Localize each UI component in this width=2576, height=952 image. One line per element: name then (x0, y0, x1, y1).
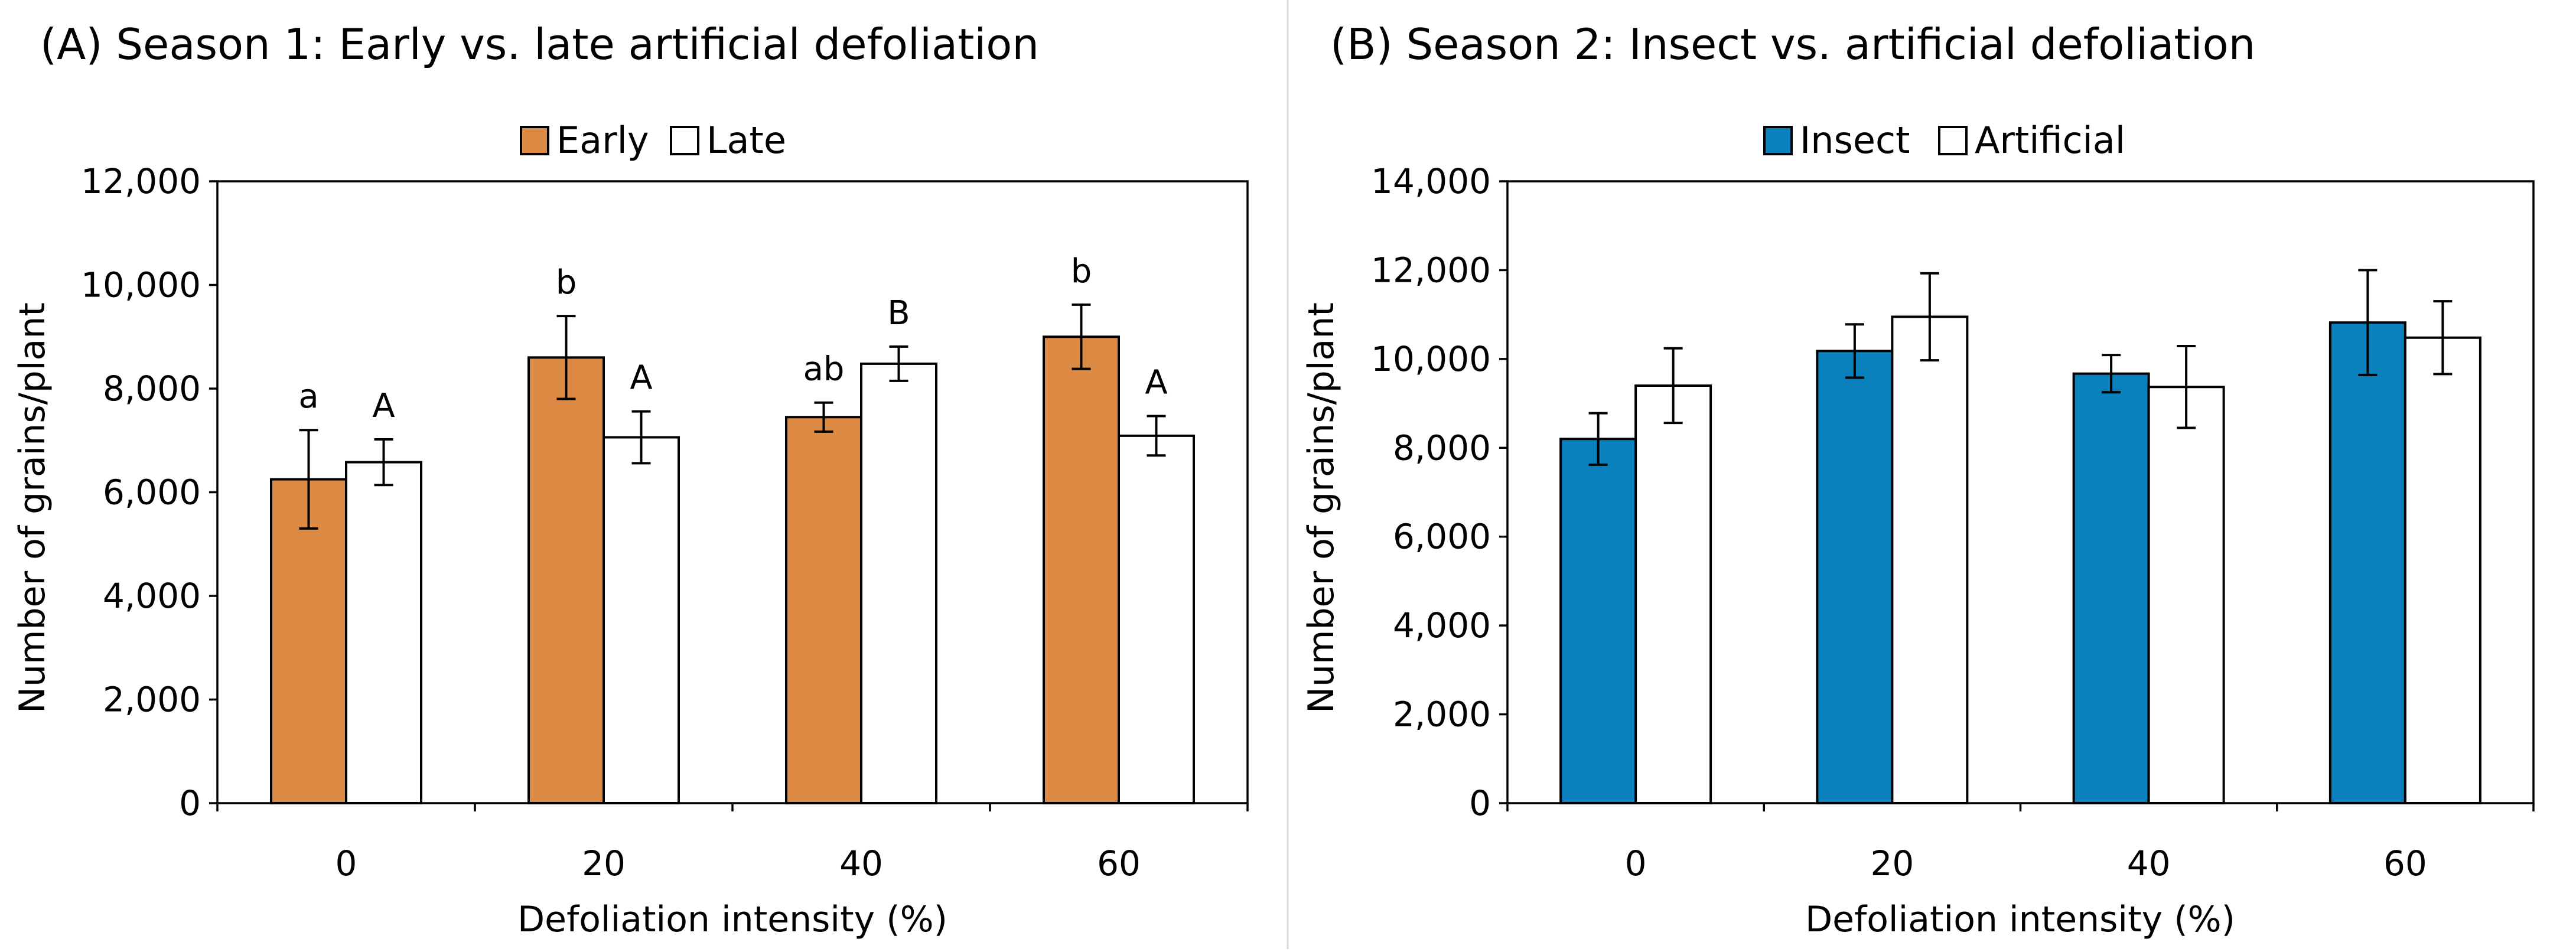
panel-b-ytick-label: 0 (1469, 783, 1491, 823)
panel-a-bar-late (860, 362, 937, 804)
panel-b-title: (B) Season 2: Insect vs. artificial defo… (1330, 19, 2255, 69)
panel-a-xtick-label: 40 (839, 843, 883, 883)
panel-a-bar-late (603, 436, 680, 804)
panel-a-title: (A) Season 1: Early vs. late artificial … (40, 19, 1039, 69)
legend-swatch-late (670, 126, 699, 155)
panel-a-significance-letter: A (1145, 364, 1167, 402)
panel-a-bar-late (345, 461, 422, 804)
panel-b-bar-artificial (2404, 336, 2481, 804)
panel-a-bar-early (270, 478, 347, 804)
panel-b-xtick-label: 0 (1625, 843, 1647, 883)
panel-a-ytick-label: 6,000 (103, 472, 201, 513)
panel-a-significance-letter: a (298, 377, 318, 416)
panel-b-xtick-label: 60 (2383, 843, 2427, 883)
panel-b-xlabel: Defoliation intensity (%) (1805, 899, 2235, 940)
panel-b-ytick-label: 8,000 (1393, 428, 1491, 468)
panel-b-ytick-label: 12,000 (1371, 250, 1491, 290)
panel-b-bar-artificial (1634, 384, 1712, 804)
panel-a-bar-late (1118, 434, 1195, 804)
panel-a-ytick-label: 8,000 (103, 369, 201, 409)
panel-b-ytick-label: 2,000 (1393, 695, 1491, 735)
panel-a: (A) Season 1: Early vs. late artificial … (12, 19, 1249, 940)
panel-a-significance-letter: B (887, 294, 910, 332)
legend-label-late: Late (706, 119, 786, 162)
panel-a-xtick-label: 20 (582, 843, 626, 883)
panel-a-bar-early (785, 416, 862, 804)
panel-a-legend: Early Late (520, 119, 786, 162)
panel-a-ytick-label: 4,000 (103, 576, 201, 616)
panel-b-ytick-label: 10,000 (1371, 339, 1491, 379)
panel-b-ytick-label: 6,000 (1393, 517, 1491, 557)
panel-a-xtick-label: 60 (1097, 843, 1141, 883)
panel-a-ytick-label: 12,000 (81, 161, 201, 201)
panel-a-ytick-label: 10,000 (81, 265, 201, 305)
legend-swatch-artificial (1938, 126, 1968, 155)
panel-a-xlabel: Defoliation intensity (%) (517, 899, 947, 940)
panel-b-ylabel: Number of grains/plant (1301, 302, 1342, 713)
panel-b-xtick-label: 20 (1870, 843, 1914, 883)
panel-b-plot: 0 2,000 4,000 6,000 8,000 10,000 12,000 14,000 0… (1371, 161, 2535, 883)
panel-b-xtick-label: 40 (2127, 843, 2171, 883)
panel-b-bar-insect (2072, 372, 2150, 804)
panel-a-significance-letter: A (630, 359, 652, 397)
panel-b-bar-artificial (1891, 315, 1969, 804)
panel-b-ytick-label: 4,000 (1393, 605, 1491, 645)
panel-b-ytick-label: 14,000 (1371, 161, 1491, 201)
panel-a-ylabel: Number of grains/plant (12, 302, 53, 713)
panel-a-significance-letter: b (556, 263, 577, 302)
panel-b-bar-insect (2329, 321, 2406, 804)
panel-b-bar-artificial (2147, 386, 2225, 804)
panel-a-ytick-label: 2,000 (103, 680, 201, 720)
panel-b-bar-insect (1816, 350, 1894, 804)
panel-b: (B) Season 2: Insect vs. artificial defo… (1301, 19, 2535, 940)
panel-a-xtick-label: 0 (336, 843, 357, 883)
panel-a-ytick-label: 0 (179, 783, 201, 823)
panel-b-legend: Insect Artificial (1763, 119, 2125, 162)
panel-a-bar-early (1043, 335, 1120, 804)
legend-swatch-early (520, 126, 549, 155)
panel-a-significance-letter: ab (803, 350, 845, 389)
panel-b-bar-insect (1559, 438, 1637, 804)
panel-a-plot: 0 2,000 4,000 6,000 8,000 10,000 12,000 0 a A 20 b A… (81, 161, 1249, 883)
legend-label-early: Early (556, 119, 649, 162)
panel-a-bar-early (527, 356, 605, 804)
legend-label-artificial: Artificial (1975, 119, 2125, 162)
panel-a-significance-letter: A (372, 387, 395, 425)
legend-label-insect: Insect (1800, 119, 1910, 162)
panel-a-significance-letter: b (1071, 252, 1092, 291)
legend-swatch-insect (1763, 126, 1793, 155)
